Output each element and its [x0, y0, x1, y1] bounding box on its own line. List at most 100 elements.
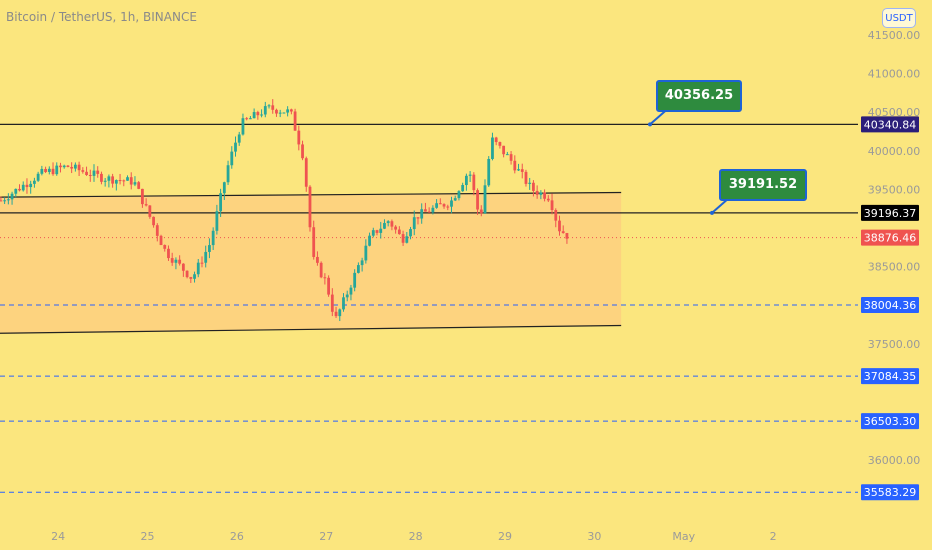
candle-body-31 [114, 180, 118, 184]
candle-body-47 [174, 259, 178, 263]
candle-body-13 [47, 168, 51, 172]
candle-body-25 [92, 170, 96, 176]
candle-body-152 [565, 233, 569, 239]
candle-body-65 [241, 118, 245, 135]
candle-body-125 [464, 175, 468, 186]
candle-body-71 [263, 106, 267, 115]
candle-body-114 [424, 209, 427, 212]
callout-pointer-1 [711, 198, 729, 214]
candle-body-44 [163, 245, 167, 249]
price-tag-text-7: 35583.29 [864, 486, 917, 499]
price-tag-text-2: 39196.37 [864, 207, 917, 220]
callout-upper: 40356.25 [656, 80, 742, 113]
y-tick-label: 41500.00 [868, 29, 921, 42]
candle-body-87 [323, 277, 327, 279]
candle-body-63 [234, 142, 237, 152]
candle-body-118 [438, 203, 442, 205]
candle-body-121 [450, 200, 453, 207]
y-tick-label: 40500.00 [868, 106, 921, 119]
candle-body-46 [170, 258, 174, 263]
candle-body-55 [204, 251, 208, 263]
candle-body-59 [219, 193, 223, 212]
candle-body-48 [178, 259, 182, 264]
candle-body-23 [85, 171, 88, 175]
candle-body-124 [461, 185, 465, 192]
candle-body-136 [505, 154, 509, 156]
candle-body-29 [107, 176, 111, 181]
candle-body-41 [152, 216, 155, 226]
candle-body-81 [301, 144, 304, 159]
price-tag-4 [861, 297, 919, 314]
y-tick-label: 38500.00 [868, 261, 921, 274]
candle-body-82 [304, 158, 308, 187]
channel-fill [0, 192, 622, 334]
candle-body-134 [498, 142, 502, 146]
candle-body-5 [18, 188, 21, 191]
candle-body-8 [29, 183, 33, 188]
candle-body-132 [491, 137, 494, 159]
y-tick-label: 37500.00 [868, 338, 921, 351]
candle-body-84 [312, 227, 316, 257]
candle-body-7 [25, 184, 29, 188]
candle-body-137 [509, 154, 513, 161]
y-tick-label: 39500.00 [868, 183, 921, 196]
candle-body-126 [468, 174, 472, 176]
candle-body-108 [401, 234, 405, 243]
candle-body-135 [502, 145, 506, 155]
candle-body-16 [59, 165, 62, 168]
x-tick-label: May [672, 530, 695, 543]
candle-body-51 [189, 277, 193, 279]
candle-body-116 [431, 207, 435, 213]
candle-body-143 [532, 182, 535, 191]
candle-body-6 [21, 184, 25, 191]
candle-body-32 [118, 180, 122, 182]
candle-body-106 [394, 226, 398, 230]
candle-body-74 [275, 109, 278, 114]
candle-body-77 [286, 109, 290, 113]
candle-body-62 [230, 151, 234, 166]
candle-body-70 [260, 114, 263, 116]
candle-body-86 [319, 262, 323, 278]
candle-body-38 [141, 188, 144, 205]
candle-body-95 [353, 272, 357, 288]
candle-body-93 [345, 294, 349, 298]
candle-body-130 [483, 185, 487, 214]
candle-body-53 [196, 262, 200, 275]
candle-body-45 [167, 248, 170, 259]
price-tag-text-6: 36503.30 [864, 415, 917, 428]
candle-body-102 [379, 228, 383, 233]
symbol-title: Bitcoin / TetherUS, 1h, BINANCE [6, 10, 197, 24]
candle-body-18 [66, 165, 70, 167]
candle-body-150 [558, 220, 561, 232]
candle-body-94 [349, 287, 353, 295]
candle-body-35 [129, 177, 133, 185]
candle-body-113 [420, 209, 424, 219]
candle-body-88 [327, 277, 331, 295]
candle-body-10 [36, 173, 40, 181]
y-tick-label: 40000.00 [868, 145, 921, 158]
candle-body-142 [528, 182, 532, 184]
candle-body-149 [554, 210, 558, 221]
candle-body-139 [517, 169, 520, 171]
candle-body-101 [375, 230, 379, 233]
candle-body-2 [6, 199, 10, 201]
candle-body-110 [409, 229, 412, 237]
candle-body-115 [427, 211, 431, 213]
candle-body-73 [271, 105, 275, 110]
candle-body-91 [338, 309, 342, 317]
candle-body-37 [137, 182, 141, 189]
price-tag-text-3: 38876.46 [864, 232, 917, 245]
candle-body-100 [371, 230, 375, 236]
candle-body-33 [122, 180, 126, 182]
x-tick-label: 30 [587, 530, 601, 543]
candle-body-1 [3, 200, 7, 202]
candle-body-97 [360, 260, 364, 266]
candle-body-128 [476, 190, 479, 210]
candle-body-76 [282, 112, 286, 114]
candle-body-19 [70, 166, 74, 169]
currency-button[interactable]: USDT [882, 8, 916, 28]
candle-body-0 [0, 200, 3, 202]
candle-body-79 [293, 111, 297, 131]
x-tick-label: 27 [319, 530, 333, 543]
